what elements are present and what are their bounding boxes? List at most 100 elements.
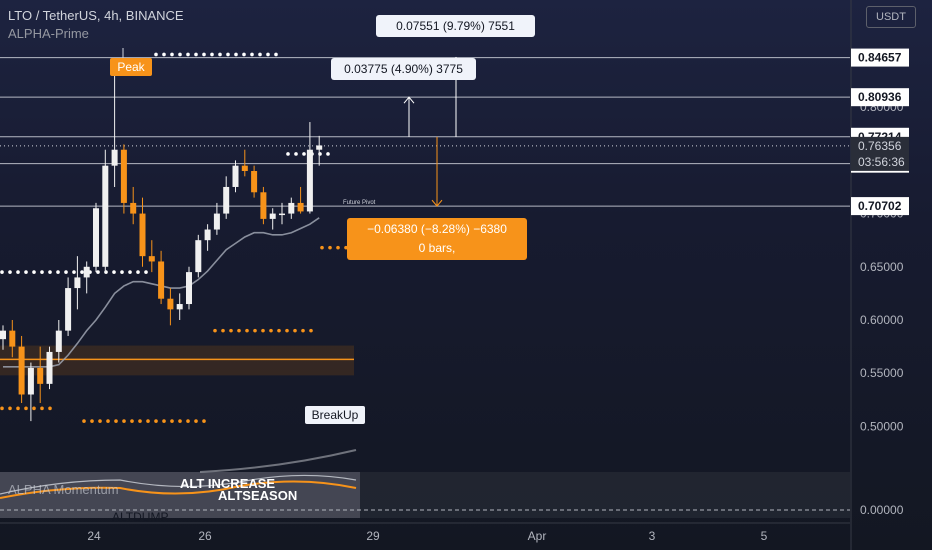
support-dots: [24, 270, 28, 274]
currency-button[interactable]: USDT: [866, 6, 916, 28]
orange-dots: [170, 419, 174, 423]
orange-dots: [16, 406, 20, 411]
support-dots: [16, 270, 20, 274]
orange-dots: [237, 328, 241, 333]
support-dots: [72, 270, 76, 274]
orange-dots: [82, 419, 86, 423]
x-tick-label: 5: [761, 529, 768, 543]
candle-body: [232, 165, 239, 187]
oscillator-title: ALPHA Momentum: [8, 482, 119, 497]
symbol-title: LTO / TetherUS, 4h, BINANCE: [8, 8, 184, 23]
support-dots: [104, 270, 108, 274]
orange-dots: [40, 406, 44, 411]
support-dots: [120, 270, 124, 274]
support-dots: [0, 270, 4, 274]
current-price-tag: 0.76356: [858, 139, 902, 153]
oscillator-panel-right: [360, 472, 850, 518]
measure-arrow-head: [431, 199, 443, 207]
candle-body: [195, 240, 202, 273]
resistance-dots: [194, 52, 198, 57]
candle-body: [148, 256, 155, 262]
orange-dots: [162, 419, 166, 423]
candle-body: [93, 208, 99, 267]
candle-body: [297, 202, 304, 212]
orange-dots: [213, 328, 217, 333]
candle-body: [176, 304, 183, 310]
orange-dots: [24, 406, 28, 411]
orange-dots: [261, 328, 265, 333]
support-dots: [96, 270, 100, 274]
candle-body: [223, 186, 230, 214]
candle-body: [241, 165, 248, 171]
candle-body: [46, 351, 53, 384]
oscillator-panel: [0, 472, 360, 518]
candle-body: [102, 165, 109, 267]
measure-label-middle-bg: [331, 58, 476, 80]
current-price-tag-bg: [851, 136, 909, 171]
x-tick-label: Apr: [528, 529, 547, 543]
resistance-dots: [326, 152, 330, 156]
oscillator-label: ALTSEASON: [218, 488, 297, 503]
orange-dots: [344, 245, 348, 250]
orange-dots: [253, 328, 257, 333]
x-tick-label: 3: [649, 529, 656, 543]
orange-dots: [194, 419, 198, 423]
candle-body: [186, 272, 192, 305]
resistance-dots: [154, 52, 158, 57]
candle-body: [279, 213, 285, 216]
candle-body: [18, 346, 25, 395]
candle-body: [260, 192, 267, 219]
orange-dots: [98, 419, 102, 423]
peak-label: Peak: [117, 60, 145, 74]
resistance-dots: [226, 52, 230, 57]
candle-body: [204, 229, 211, 241]
orange-dots: [146, 419, 150, 423]
candle-body: [167, 298, 174, 310]
candle-body: [65, 288, 72, 331]
candle-body: [27, 367, 34, 395]
orange-dots: [202, 419, 206, 423]
price-tag-bg: [851, 48, 909, 67]
resistance-dots: [234, 52, 238, 57]
resistance-dots: [170, 52, 174, 57]
support-dots: [8, 270, 12, 274]
price-tag: 0.84657: [858, 51, 902, 65]
measure-label-middle: 0.03775 (4.90%) 3775: [344, 62, 463, 76]
orange-dots: [328, 245, 332, 250]
y-tick-label: 0.65000: [860, 260, 904, 274]
candle-body: [111, 149, 118, 166]
candle-body: [269, 213, 276, 219]
x-tick-label: 29: [366, 529, 380, 543]
resistance-dots: [162, 52, 166, 57]
y-tick-label: 0.60000: [860, 313, 904, 327]
support-dots: [112, 270, 116, 274]
orange-dots: [309, 328, 313, 333]
candle-body: [83, 266, 90, 278]
resistance-dots: [218, 52, 222, 57]
orange-dots: [221, 328, 225, 333]
support-dots: [48, 270, 52, 274]
resistance-dots: [274, 52, 278, 57]
orange-dots: [106, 419, 110, 423]
orange-dots: [229, 328, 233, 333]
countdown-tag: 03:56:36: [858, 155, 905, 169]
orange-dots: [301, 328, 305, 333]
resistance-dots: [250, 52, 254, 57]
measure-label-down: −0.06380 (−8.28%) −6380: [367, 222, 507, 236]
orange-dots: [130, 419, 134, 423]
oscillator-label: ALTDUMP: [112, 510, 168, 524]
y-tick-label: 0.00000: [860, 503, 904, 517]
zone-box: [0, 345, 354, 376]
orange-dots: [178, 419, 182, 423]
orange-dots: [114, 419, 118, 423]
support-dots: [144, 270, 148, 274]
candle-body: [251, 171, 258, 193]
candle-body: [0, 330, 6, 340]
orange-dots: [277, 328, 281, 333]
resistance-dots: [286, 152, 290, 156]
indicator-name: ALPHA-Prime: [8, 26, 89, 41]
measure-label-upper: 0.07551 (9.79%) 7551: [396, 19, 515, 33]
support-dots: [64, 270, 68, 274]
support-dots: [136, 270, 140, 274]
